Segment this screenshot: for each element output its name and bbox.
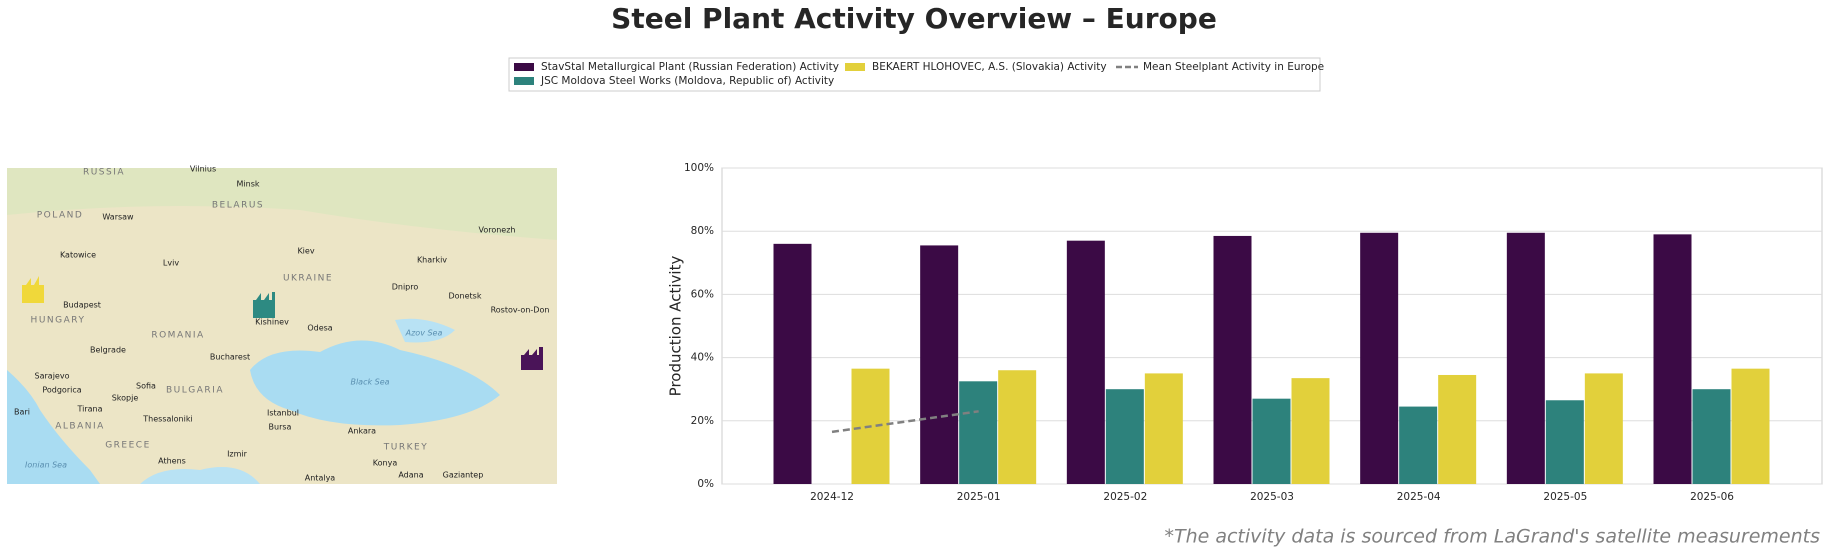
- map-label: BELARUS: [212, 201, 264, 211]
- map-label: Kharkiv: [417, 256, 447, 265]
- map-label: HUNGARY: [31, 316, 86, 326]
- plant-icon-slovakia: [22, 276, 44, 303]
- adriatic-sea: [7, 370, 100, 484]
- map-label: Kiev: [297, 247, 314, 256]
- chart-title: Steel Plant Activity Overview – Europe: [611, 2, 1217, 35]
- x-tick-label: 2025-04: [1397, 491, 1441, 503]
- map-label: Donetsk: [449, 292, 482, 301]
- legend-label: JSC Moldova Steel Works (Moldova, Republ…: [540, 75, 834, 87]
- bar: [1213, 235, 1252, 484]
- x-tick-label: 2025-06: [1690, 491, 1734, 503]
- bar: [1399, 406, 1438, 484]
- map-label: Dnipro: [392, 283, 419, 292]
- x-tick-label: 2025-01: [957, 491, 1001, 503]
- bar: [1506, 232, 1545, 484]
- legend-swatch: [514, 63, 534, 71]
- map-label: POLAND: [37, 211, 84, 221]
- map-label: Bucharest: [210, 353, 250, 362]
- footnote: *The activity data is sourced from LaGra…: [1164, 526, 1820, 548]
- map-label: Antalya: [305, 474, 336, 483]
- bar: [1066, 240, 1105, 484]
- map-label: Adana: [398, 471, 423, 480]
- map-label: Sarajevo: [35, 372, 70, 381]
- bar: [1360, 232, 1399, 484]
- map-label: BULGARIA: [166, 386, 224, 396]
- y-tick-label: 80%: [691, 225, 714, 237]
- map-label: TURKEY: [383, 443, 428, 453]
- y-tick-label: 0%: [697, 478, 714, 490]
- map-label: Azov Sea: [405, 329, 443, 338]
- plant-icon-russia: [521, 347, 543, 370]
- bar: [1692, 389, 1731, 484]
- bar: [1731, 368, 1770, 484]
- bar: [1438, 374, 1477, 484]
- bar: [1291, 378, 1330, 484]
- map-label: GREECE: [105, 441, 151, 451]
- map-label: Katowice: [60, 251, 96, 260]
- bar: [1144, 373, 1183, 484]
- map-label: Istanbul: [267, 409, 299, 418]
- map-label: Sofia: [136, 382, 156, 391]
- map-label: Bursa: [269, 423, 292, 432]
- x-tick-label: 2024-12: [810, 491, 854, 503]
- bar: [959, 381, 998, 484]
- y-axis-label: Production Activity: [667, 256, 685, 397]
- map-label: Lviv: [163, 259, 179, 268]
- map: RUSSIA Vilnius Minsk BELARUS POLAND Warsaw Vor…: [7, 165, 557, 484]
- map-label: Bari: [14, 408, 30, 417]
- map-label: Rostov-on-Don: [491, 306, 550, 315]
- map-label: Belgrade: [90, 346, 126, 355]
- map-label: Warsaw: [102, 213, 134, 222]
- legend-box: [508, 57, 1321, 92]
- map-label: Gaziantep: [443, 471, 484, 480]
- bar: [1105, 389, 1144, 484]
- map-label: Podgorica: [42, 386, 81, 395]
- map-label: Konya: [373, 459, 398, 468]
- legend-label: BEKAERT HLOHOVEC, A.S. (Slovakia) Activi…: [872, 61, 1107, 73]
- y-tick-label: 100%: [684, 162, 714, 174]
- map-label: UKRAINE: [283, 274, 333, 284]
- map-label: Athens: [158, 457, 186, 466]
- map-label: Ionian Sea: [25, 461, 67, 470]
- legend-label: Mean Steelplant Activity in Europe: [1143, 61, 1324, 73]
- bar: [1545, 400, 1584, 484]
- bar: [1584, 373, 1623, 484]
- map-label: Ankara: [348, 427, 376, 436]
- map-label: Black Sea: [350, 378, 389, 387]
- plant-icon-moldova: [253, 292, 275, 318]
- x-tick-label: 2025-03: [1250, 491, 1294, 503]
- black-sea: [250, 340, 500, 426]
- bar: [998, 370, 1037, 484]
- map-label: Odesa: [307, 324, 332, 333]
- map-label: Kishinev: [255, 318, 289, 327]
- map-label: RUSSIA: [83, 168, 125, 178]
- bar: [1653, 234, 1692, 484]
- map-label: Minsk: [237, 180, 260, 189]
- legend-swatch: [845, 63, 865, 71]
- map-label: Voronezh: [478, 226, 515, 235]
- map-land-tint: [7, 168, 557, 240]
- map-label: Budapest: [63, 301, 101, 310]
- map-label: Tirana: [76, 405, 102, 414]
- y-tick-label: 60%: [691, 288, 714, 300]
- legend-swatch: [514, 77, 534, 85]
- map-label: Vilnius: [190, 165, 216, 174]
- azov-sea: [395, 318, 455, 343]
- map-label: Thessaloniki: [142, 415, 192, 424]
- y-tick-label: 40%: [691, 352, 714, 364]
- bar: [920, 245, 959, 484]
- map-label: ROMANIA: [151, 331, 204, 341]
- legend-label: StavStal Metallurgical Plant (Russian Fe…: [541, 61, 839, 73]
- map-label: Izmir: [227, 450, 248, 459]
- map-label: Skopje: [112, 394, 139, 403]
- map-label: ALBANIA: [55, 422, 105, 432]
- aegean-sea: [140, 467, 260, 484]
- bar: [773, 243, 812, 484]
- x-tick-label: 2025-05: [1543, 491, 1587, 503]
- bar: [1252, 398, 1291, 484]
- mean-line: [831, 410, 979, 434]
- x-tick-label: 2025-02: [1103, 491, 1147, 503]
- y-tick-label: 20%: [691, 415, 714, 427]
